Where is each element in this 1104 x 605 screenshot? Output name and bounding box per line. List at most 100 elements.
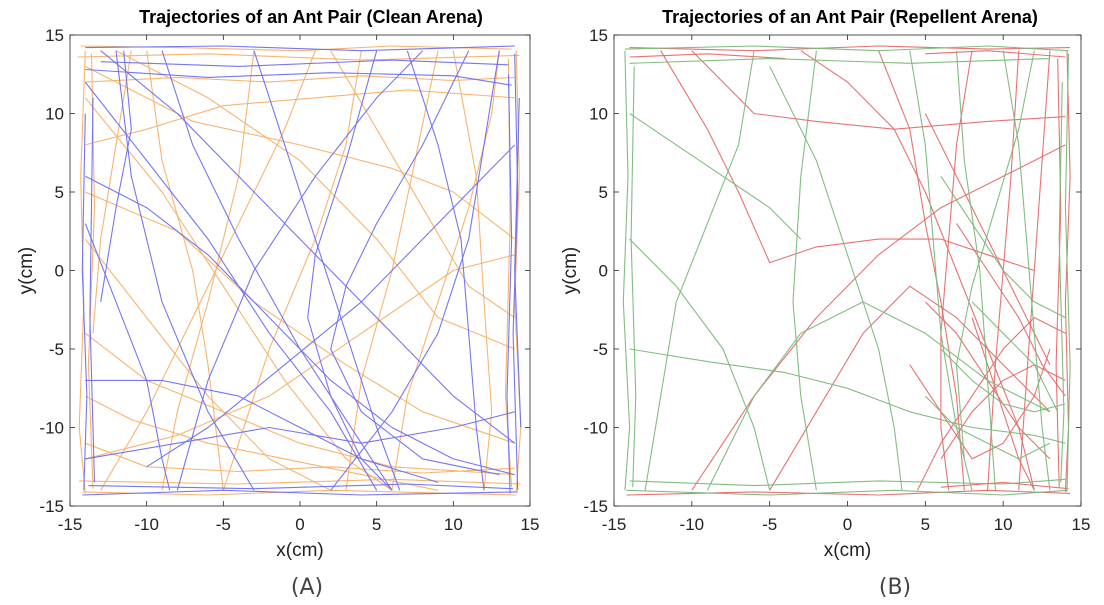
- trajectory-first-ant-path-15: [161, 50, 255, 491]
- trajectory-second-ant-path-8: [1058, 82, 1065, 483]
- trajectory-second-ant-path-21: [100, 50, 132, 302]
- trajectory-second-ant-path-20: [924, 395, 1051, 460]
- trajectory-first-ant-path-14: [146, 50, 224, 491]
- x-tick-label: 5: [921, 515, 930, 534]
- trajectory-second-ant-path-8: [514, 97, 522, 428]
- trajectory-first-ant-path-9: [85, 65, 516, 240]
- x-axis-label: x(cm): [276, 540, 323, 561]
- y-tick-label: 5: [55, 183, 64, 202]
- trajectory-second-ant-path-13: [253, 50, 401, 491]
- trajectory-second-ant-path-15: [330, 50, 500, 476]
- trajectory-first-ant-path-1: [629, 45, 1071, 52]
- trajectory-first-ant-path-23: [92, 50, 132, 334]
- trajectory-second-ant-path-15: [909, 50, 973, 491]
- trajectory-second-ant-path-22: [629, 113, 802, 240]
- trajectory-first-ant-path-2: [925, 50, 1066, 58]
- trajectory-first-ant-path-17: [909, 348, 1051, 460]
- trajectory-first-ant-path-11: [85, 191, 515, 444]
- trajectory-first-ant-path-16: [769, 285, 1051, 491]
- trajectory-second-ant-path-19: [940, 175, 1066, 319]
- y-tick-label: -5: [593, 340, 608, 359]
- trajectory-second-ant-path-24: [406, 50, 485, 491]
- trajectory-second-ant-path-19: [84, 81, 378, 491]
- trajectory-first-ant-path-10: [800, 50, 1035, 491]
- trajectory-first-ant-path-12: [940, 50, 973, 491]
- x-axis-label: x(cm): [824, 540, 871, 561]
- y-axis-label: y(cm): [16, 247, 37, 294]
- x-tick-label: -10: [680, 515, 705, 534]
- trajectory-second-ant-path-4: [82, 489, 518, 496]
- x-tick-label: 15: [1072, 515, 1091, 534]
- trajectory-second-ant-path-16: [85, 175, 515, 476]
- y-tick-label: 5: [599, 183, 608, 202]
- trajectory-second-ant-path-7: [506, 74, 513, 494]
- y-tick-label: -15: [583, 497, 608, 516]
- trajectory-second-ant-path-26: [100, 50, 516, 444]
- trajectory-first-ant-path-14: [1018, 50, 1051, 491]
- chart-panel-b: -15 -10 -5 0 5 10 15 -15 -10 -5 0 5 10 15 Trajectories…: [560, 7, 1090, 600]
- trajectory-first-ant-path-24: [85, 75, 515, 83]
- trajectory-second-ant-path-6: [630, 66, 637, 488]
- x-tick-label: -5: [762, 515, 777, 534]
- trajectory-first-ant-path-13: [84, 332, 515, 476]
- y-tick-label: -5: [49, 340, 64, 359]
- trajectory-first-ant-path-9: [691, 50, 1066, 130]
- chart-title: Trajectories of an Ant Pair (Repellent A…: [662, 7, 1038, 27]
- trajectory-first-ant-path-7: [1055, 58, 1062, 488]
- trajectory-second-ant-path-2: [100, 59, 509, 67]
- trajectory-second-ant-path-17: [1002, 50, 1051, 491]
- y-tick-label: -15: [39, 497, 64, 516]
- trajectory-first-ant-path-11: [878, 50, 965, 491]
- trajectory-second-ant-path-2: [629, 58, 1050, 64]
- trajectory-second-ant-path-22: [84, 223, 171, 491]
- trajectory-second-ant-path-3: [626, 489, 1068, 496]
- panel-label: (B): [879, 575, 911, 600]
- trajectory-second-ant-path-11: [644, 50, 755, 491]
- trajectory-second-ant-path-12: [792, 50, 817, 491]
- x-tick-label: 0: [843, 515, 852, 534]
- trajectory-second-ant-path-5: [622, 50, 631, 491]
- trajectory-second-ant-path-23: [971, 301, 1059, 413]
- x-tick-label: 10: [994, 515, 1013, 534]
- trajectory-second-ant-path-9: [629, 348, 1066, 444]
- trajectory-second-ant-path-21: [940, 348, 1066, 413]
- trajectories: [77, 45, 522, 496]
- trajectory-second-ant-path-7: [1064, 53, 1071, 492]
- x-tick-label: -5: [216, 515, 231, 534]
- y-tick-label: 15: [589, 26, 608, 45]
- trajectory-second-ant-path-1: [624, 45, 1069, 52]
- x-tick-label: -15: [602, 515, 627, 534]
- y-tick-label: -10: [583, 419, 608, 438]
- x-tick-label: 5: [372, 515, 381, 534]
- x-tick-label: -10: [134, 515, 159, 534]
- x-tick-label: 15: [521, 515, 540, 534]
- trajectory-first-ant-path-3: [629, 53, 786, 60]
- trajectory-second-ant-path-3: [85, 68, 512, 86]
- trajectory-second-ant-path-9: [81, 113, 88, 491]
- trajectory-first-ant-path-22: [391, 50, 500, 491]
- trajectory-first-ant-path-2: [77, 53, 520, 61]
- trajectory-second-ant-path-10: [629, 238, 771, 491]
- y-tick-label: 10: [589, 105, 608, 124]
- trajectory-first-ant-path-23: [971, 317, 1035, 491]
- trajectory-second-ant-path-12: [161, 50, 393, 491]
- trajectory-first-ant-path-6: [1064, 50, 1071, 492]
- trajectory-second-ant-path-1: [85, 45, 515, 52]
- trajectories: [622, 45, 1071, 496]
- trajectory-second-ant-path-16: [955, 50, 996, 491]
- trajectory-second-ant-path-17: [85, 379, 439, 483]
- trajectory-first-ant-path-27: [85, 395, 439, 491]
- trajectory-first-ant-path-5: [940, 481, 1069, 490]
- trajectory-second-ant-path-23: [330, 50, 500, 491]
- chart-panel-a: -15 -10 -5 0 5 10 15 -15 -10 -5 0 5 10 15 Trajectories…: [16, 7, 539, 600]
- trajectory-second-ant-path-25: [85, 411, 515, 460]
- x-tick-label: 10: [444, 515, 463, 534]
- panel-label: (A): [291, 575, 323, 600]
- trajectory-first-ant-path-20: [917, 317, 1066, 491]
- y-tick-label: 0: [55, 262, 64, 281]
- y-tick-label: -10: [39, 419, 64, 438]
- trajectory-first-ant-path-22: [924, 113, 1051, 365]
- trajectory-first-ant-path-28: [452, 50, 493, 491]
- trajectory-first-ant-path-19: [85, 89, 515, 146]
